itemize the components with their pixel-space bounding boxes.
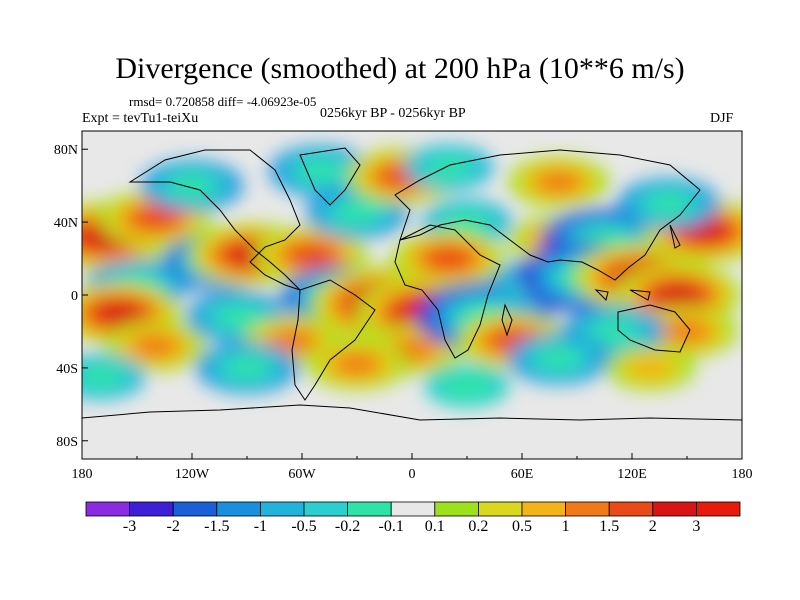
x-tick-label: 120W [175, 467, 210, 482]
colorbar-swatch [216, 501, 261, 517]
colorbar-label: -1 [253, 518, 268, 535]
coastline-greenland [299, 147, 361, 206]
stats-line: rmsd= 0.720858 diff= -4.06923e-05 [129, 94, 317, 109]
field-blob [334, 201, 380, 225]
period-label: 0256kyr BP - 0256kyr BP [320, 106, 466, 121]
colorbar-swatch [172, 501, 218, 517]
colorbar-label: -0.2 [334, 518, 361, 535]
coastline-antarctica [82, 404, 742, 421]
coastline-north-america [128, 149, 301, 291]
axis-ticks [81, 148, 743, 459]
colorbar-swatch [303, 501, 348, 517]
colorbar-swatch [477, 501, 523, 517]
colorbar-swatch [608, 501, 654, 517]
field-blob [536, 347, 581, 370]
colorbar-swatch [696, 501, 741, 517]
colorbar-label: -1.5 [204, 518, 230, 535]
field-blob [440, 372, 494, 400]
colorbar-swatch [521, 501, 566, 517]
field-blob [82, 365, 123, 389]
colorbar-swatch [434, 501, 479, 517]
field-blob [224, 356, 270, 380]
y-tick-label: 0 [71, 289, 78, 304]
field-blob [169, 174, 215, 197]
field-blob [425, 247, 472, 270]
y-tick-label: 80S [56, 435, 78, 450]
field-blob [298, 159, 343, 183]
colorbar-label: -3 [122, 518, 137, 535]
coastlines [82, 147, 742, 421]
colorbar-swatch [85, 501, 130, 517]
x-tick-label: 180 [732, 467, 753, 482]
field-blob [133, 334, 178, 358]
field-blob [426, 156, 472, 179]
colorbar-label: -0.1 [378, 518, 404, 535]
colorbar-label: 0.1 [424, 518, 445, 535]
experiment-label: Expt = tevTu1-teiXu [82, 111, 199, 126]
colorbar-swatch [565, 501, 610, 517]
field-blob [627, 356, 673, 380]
field-blob [536, 170, 581, 194]
x-tick-label: 60E [511, 467, 534, 482]
axis-labels: 180 120W 60W 0 60E 120E 180 80N 40N 0 40S 80S [54, 143, 753, 482]
colorbar-label: 3 [692, 518, 701, 535]
field-blob [664, 320, 710, 343]
colorbar-label: 0.2 [468, 518, 489, 535]
field-blob [591, 320, 636, 343]
colorbar-label: 1.5 [599, 518, 620, 535]
coastline-eurasia [394, 149, 701, 281]
divergence-field [82, 144, 742, 408]
colorbar-label: 0.5 [512, 518, 532, 535]
coastline-africa [394, 224, 501, 359]
chart-title: Divergence (smoothed) at 200 hPa (10**6 … [115, 52, 685, 85]
x-tick-label: 0 [409, 467, 416, 482]
colorbar-swatch [347, 501, 392, 517]
field-blob [646, 192, 691, 216]
colorbar-label: 1 [561, 518, 570, 535]
colorbar-swatch [259, 501, 305, 517]
x-tick-label: 60W [288, 467, 316, 482]
field-blob [654, 283, 702, 307]
y-tick-label: 40S [56, 362, 78, 377]
colorbar [85, 501, 741, 517]
colorbar-swatch [652, 501, 697, 517]
x-tick-label: 180 [72, 467, 93, 482]
y-tick-label: 80N [54, 143, 78, 158]
field-blob [215, 305, 261, 329]
y-tick-label: 40N [54, 216, 78, 231]
field-blob [270, 329, 316, 352]
field-blob [288, 243, 334, 267]
field-blob [95, 301, 143, 326]
colorbar-label: 2 [648, 518, 657, 535]
colorbar-swatch [390, 501, 436, 517]
coastline-islands [501, 224, 681, 337]
colorbar-label: -2 [166, 518, 180, 535]
x-tick-label: 120E [617, 467, 647, 482]
coastline-south-america [291, 279, 376, 401]
field-blob [132, 207, 179, 230]
field-blob [334, 353, 380, 376]
field-blob [444, 210, 490, 234]
colorbar-swatch [129, 501, 174, 517]
season-label: DJF [710, 111, 734, 126]
coastline-australia [617, 304, 691, 353]
colorbar-label: -0.5 [291, 518, 317, 535]
